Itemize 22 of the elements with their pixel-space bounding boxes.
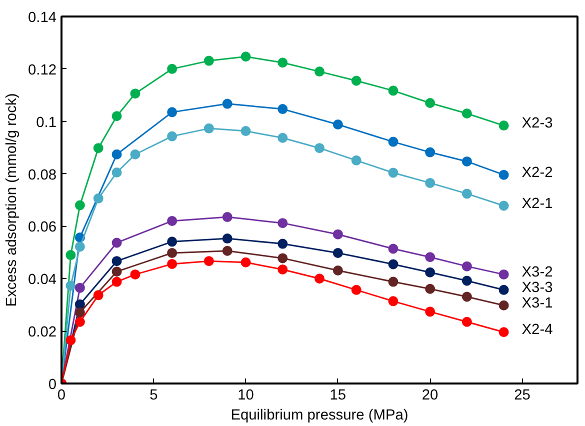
y-tick-label: 0.02: [28, 324, 57, 341]
series-label: X2-4: [522, 322, 553, 338]
x-tick-label: 20: [422, 388, 438, 404]
y-tick-label: 0.06: [28, 220, 57, 236]
x-tick-label: 5: [150, 388, 158, 404]
series-label: X2-3: [522, 116, 553, 132]
y-axis-title: Excess adsorption (mmol/g rock): [4, 93, 20, 307]
series-label: X3-2: [522, 264, 553, 280]
y-tick-label: 0: [48, 377, 57, 393]
y-tick-label: 0.14: [28, 10, 57, 26]
y-tick-label: 0.04: [28, 272, 57, 288]
series-label: X3-1: [522, 295, 553, 312]
x-tick-label: 15: [330, 388, 346, 404]
y-tick-label: 0.1: [36, 114, 56, 131]
y-tick-label: 0.08: [28, 167, 57, 184]
y-tick-label: 0.12: [28, 62, 57, 78]
series-label: X2-1: [522, 196, 553, 212]
series-label: X3-3: [522, 280, 553, 296]
series-label: X2-2: [522, 164, 553, 181]
x-tick-label: 10: [238, 388, 254, 404]
x-axis-title: Equilibrium pressure (MPa): [230, 408, 408, 424]
x-tick-label: 25: [514, 388, 530, 404]
